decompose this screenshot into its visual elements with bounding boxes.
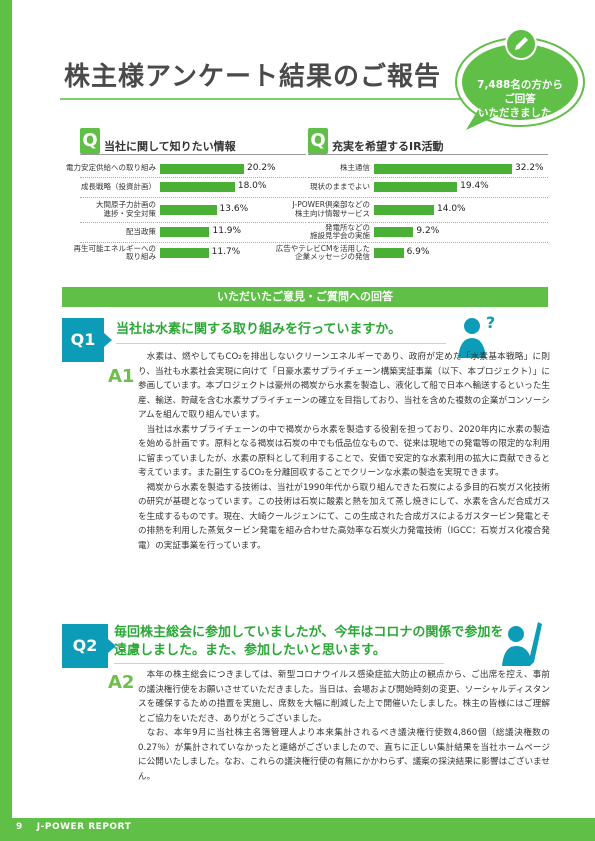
bar-value-label: 32.2%: [515, 162, 544, 173]
q2-question-line-2: 遠慮しました。また、参加したいと思います。: [114, 643, 386, 658]
bar: [160, 248, 209, 258]
bar: [160, 182, 235, 192]
a1-label: A1: [108, 366, 135, 387]
bubble-line-2: ご回答: [504, 93, 536, 105]
footer-text: 9 J-POWER REPORT: [16, 822, 131, 832]
row-separator: [308, 177, 548, 178]
survey-q-badge: Q: [80, 128, 100, 154]
a1-paragraph: 当社は水素サプライチェーンの中で褐炭から水素を製造する役割を担っており、2020…: [138, 424, 550, 479]
row-separator: [80, 222, 306, 223]
a1-body: 水素は、燃やしてもCO₂を排出しないクリーンエネルギーであり、政府が定めた「水素…: [138, 350, 550, 553]
bar: [160, 227, 210, 237]
respondents-bubble: 7,488名の方から ご回答 いただきました。: [448, 22, 590, 134]
left-accent-bar: [0, 0, 12, 841]
bar-value-label: 9.2%: [416, 226, 440, 236]
bar-label: 現状のままでよい: [310, 181, 370, 191]
bar: [374, 163, 512, 174]
a2-paragraph: なお、本年9月に当社株主名簿管理人より本来集計されるべき議決権行使数4,860個…: [138, 728, 550, 782]
bubble-line-1: 7,488名の方から: [477, 79, 563, 91]
bar-label: 再生可能エネルギーへの 取り組み: [73, 243, 157, 261]
row-separator: [308, 222, 548, 223]
q1-arrow: [104, 333, 112, 347]
section-banner: いただいたご意見・ご質問への回答: [62, 287, 548, 307]
row-separator: [80, 242, 306, 243]
survey-title-rule: [80, 154, 306, 155]
q1-question: 当社は水素に関する取り組みを行っていますか。: [116, 322, 402, 337]
bar-value-label: 20.2%: [247, 162, 276, 173]
survey-title: 当社に関して知りたい情報: [104, 140, 236, 153]
a1-paragraph: 褐炭から水素を製造する技術は、当社が1990年代から取り組んできた石炭による多目…: [138, 482, 550, 551]
a1-paragraph: 水素は、燃やしてもCO₂を排出しないクリーンエネルギーであり、政府が定めた「水素…: [138, 352, 550, 420]
bubble-line-3: いただきました。: [478, 107, 562, 119]
bar-label: 電力安定供給への取り組み: [66, 163, 156, 173]
bar: [374, 204, 434, 215]
survey-title-rule: [308, 154, 548, 155]
bar-value-label: 13.6%: [219, 203, 249, 214]
bar-label: 大間原子力計画の 進捗・安全対策: [96, 200, 156, 218]
pencil-icon: [505, 28, 537, 60]
row-separator: [80, 197, 306, 198]
bar: [160, 163, 244, 174]
survey-title: 充実を希望するIR活動: [332, 140, 444, 153]
q1-rule: [116, 343, 446, 344]
q2-label: Q2: [62, 624, 108, 668]
page-number: 9: [16, 822, 23, 832]
bar-label: J-POWER倶楽部などの 株主向け情報サービス: [292, 200, 370, 218]
a2-paragraph: 本年の株主総会につきましては、新型コロナウイルス感染症拡大防止の観点から、ご出席…: [138, 670, 550, 724]
bar-label: 広告やテレビCMを活用した 企業メッセージの発信: [275, 243, 370, 261]
hand-raised-person-icon: [502, 622, 542, 666]
q2-question: 毎回株主総会に参加していましたが、今年はコロナの関係で参加を 遠慮しました。また…: [114, 624, 514, 660]
bar-label: 配当政策: [126, 226, 156, 236]
page-footer: 9 J-POWER REPORT: [0, 818, 595, 841]
bubble-shape: [455, 37, 585, 130]
bar-value-label: 11.7%: [211, 247, 241, 257]
bar-value-label: 11.9%: [212, 226, 242, 236]
bar-value-label: 6.9%: [406, 247, 430, 257]
q2-rule: [114, 663, 444, 664]
q1-label: Q1: [62, 318, 104, 362]
bar: [160, 204, 217, 215]
row-separator: [308, 197, 548, 198]
bubble-text: 7,488名の方から ご回答 いただきました。: [462, 78, 578, 120]
page-title: 株主様アンケート結果のご報告: [64, 62, 441, 92]
row-separator: [308, 242, 548, 243]
bar: [374, 182, 458, 192]
a2-body: 本年の株主総会につきましては、新型コロナウイルス感染症拡大防止の観点から、ご出席…: [138, 668, 550, 784]
thinking-person-icon: ?: [458, 313, 495, 358]
a2-label: A2: [108, 672, 135, 693]
footer-brand: J-POWER REPORT: [36, 822, 132, 832]
row-separator: [80, 177, 306, 178]
bar: [374, 227, 414, 237]
bar-value-label: 19.4%: [460, 181, 489, 191]
svg-text:?: ?: [486, 313, 495, 332]
q2-question-line-1: 毎回株主総会に参加していましたが、今年はコロナの関係で参加を: [114, 625, 504, 640]
title-underline: [60, 98, 470, 100]
bar-value-label: 14.0%: [437, 203, 466, 214]
survey-q-badge: Q: [308, 128, 328, 154]
bar-value-label: 18.0%: [237, 181, 267, 191]
bar-label: 発電所などの 施設見学会の実施: [310, 222, 370, 240]
q2-arrow: [108, 639, 116, 653]
bar: [374, 248, 404, 258]
bar-label: 成長戦略（投資計画）: [81, 181, 156, 191]
bar-label: 株主通信: [340, 163, 370, 173]
